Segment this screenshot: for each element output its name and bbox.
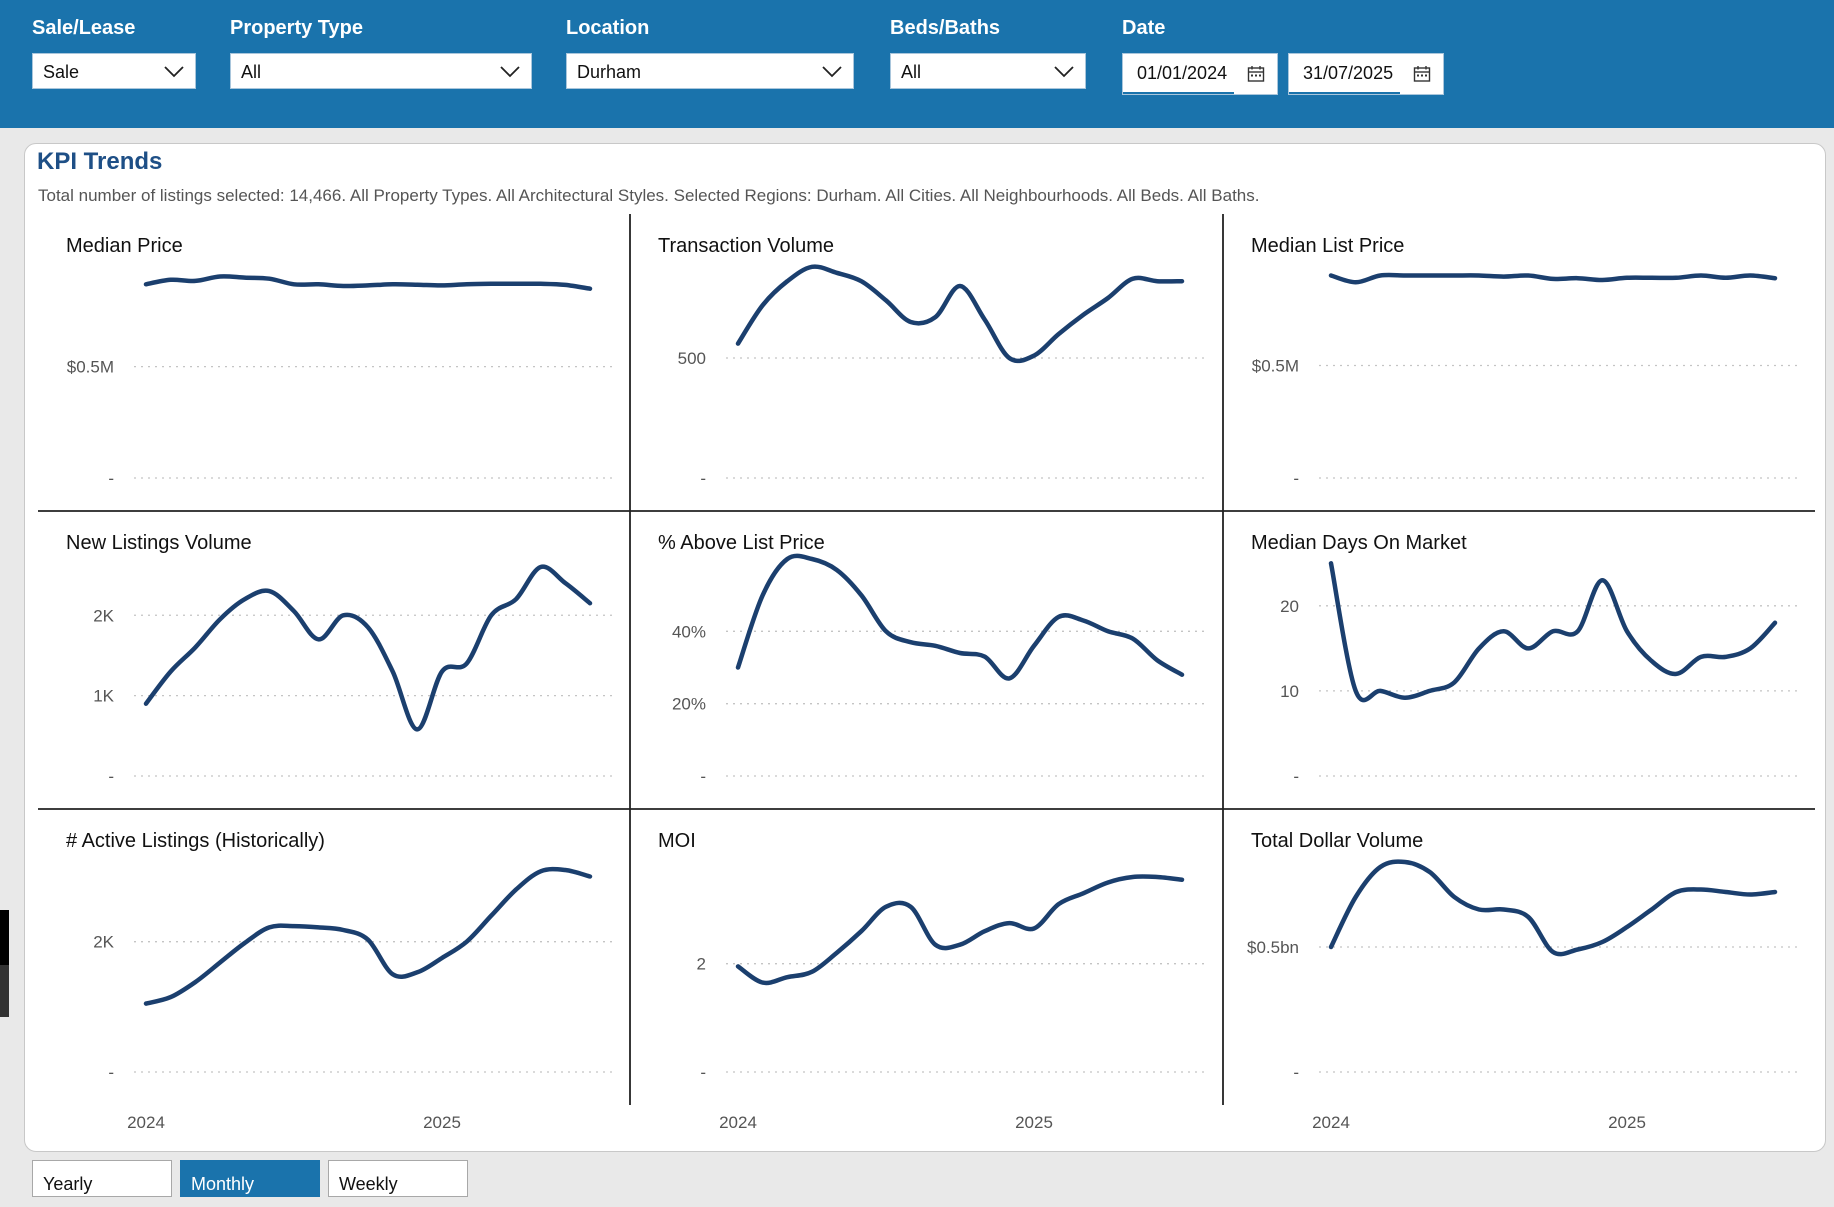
transaction-volume-ytick-label: 500 <box>678 349 706 368</box>
weekly-button[interactable]: Weekly <box>328 1160 468 1197</box>
sale-lease-dropdown[interactable]: Sale <box>32 53 196 89</box>
date-filter: Date <box>1122 15 1165 45</box>
total-dollar-volume-ytick-label: $0.5bn <box>1247 938 1299 957</box>
median-days-on-market-ytick-label: 10 <box>1280 682 1299 701</box>
transaction-volume-title: Transaction Volume <box>658 235 834 257</box>
new-listings-volume-ytick-label: - <box>108 767 114 786</box>
moi-title: MOI <box>658 830 696 852</box>
median-days-on-market-series-line <box>1328 561 1778 703</box>
filter-bar: Sale/Lease Sale Property Type All Locati… <box>0 0 1834 128</box>
median-list-price-title: Median List Price <box>1251 235 1404 257</box>
date-end-value: 31/07/2025 <box>1303 63 1394 83</box>
total-dollar-volume-ytick-label: - <box>1293 1063 1299 1082</box>
median-price-ytick-label: $0.5M <box>67 358 114 377</box>
chevron-down-icon <box>164 66 184 78</box>
location-filter: Location Durham <box>566 15 854 89</box>
above-list-price-ytick-label: 20% <box>672 695 706 714</box>
total-dollar-volume-series-line <box>1328 859 1778 957</box>
median-days-on-market-ytick-label: 20 <box>1280 597 1299 616</box>
date-end-field[interactable]: 31/07/2025 <box>1288 53 1444 95</box>
total-dollar-volume-title: Total Dollar Volume <box>1251 830 1423 852</box>
median-price-title: Median Price <box>66 235 183 257</box>
moi-ytick-label: 2 <box>697 955 706 974</box>
median-days-on-market-chart: Median Days On Market 20 10 - <box>1251 532 1800 786</box>
yearly-button[interactable]: Yearly <box>32 1160 172 1197</box>
active-listings-historically-ytick-label: 2K <box>93 933 114 952</box>
total-dollar-volume-xtick-label: 2025 <box>1608 1113 1646 1132</box>
location-label: Location <box>566 17 650 39</box>
beds-baths-value: All <box>901 62 922 82</box>
above-list-price-title: % Above List Price <box>658 532 825 554</box>
total-dollar-volume-xtick-label: 2024 <box>1312 1113 1350 1132</box>
total-dollar-volume-chart: Total Dollar Volume $0.5bn - 2024 2025 <box>1247 830 1800 1132</box>
new-listings-volume-ytick-label: 2K <box>93 606 114 625</box>
page-title: KPI Trends <box>37 148 163 175</box>
new-listings-volume-chart: New Listings Volume 2K 1K - <box>66 532 615 786</box>
date-start-value: 01/01/2024 <box>1137 63 1228 83</box>
transaction-volume-ytick-label: - <box>700 469 706 488</box>
active-listings-historically-ytick-label: - <box>108 1063 114 1082</box>
median-list-price-ytick-label: $0.5M <box>1252 357 1299 376</box>
beds-baths-label: Beds/Baths <box>890 17 1001 39</box>
active-listings-historically-title: # Active Listings (Historically) <box>66 830 325 852</box>
sale-lease-value: Sale <box>43 62 80 82</box>
median-list-price-series-line <box>1328 272 1778 285</box>
monthly-button[interactable]: Monthly <box>180 1160 320 1197</box>
edge-handle-lower <box>0 965 9 1017</box>
transaction-volume-series-line <box>735 264 1185 364</box>
chevron-down-icon <box>822 66 842 78</box>
median-days-on-market-title: Median Days On Market <box>1251 532 1467 554</box>
active-listings-historically-series-line <box>143 866 593 1006</box>
moi-xtick-label: 2024 <box>719 1113 757 1132</box>
property-type-dropdown[interactable]: All <box>230 53 532 89</box>
date-label: Date <box>1122 17 1166 39</box>
property-type-label: Property Type <box>230 17 363 39</box>
date-start-underline <box>1123 92 1234 94</box>
calendar-icon[interactable] <box>1247 65 1265 83</box>
median-price-series-line <box>143 274 593 291</box>
sale-lease-filter: Sale/Lease Sale <box>32 15 196 89</box>
moi-chart: MOI 2 - 2024 2025 <box>658 830 1207 1132</box>
new-listings-volume-series-line <box>143 564 593 732</box>
calendar-icon[interactable] <box>1413 65 1431 83</box>
beds-baths-filter: Beds/Baths All <box>890 15 1086 89</box>
date-end-underline <box>1289 92 1400 94</box>
chevron-down-icon <box>500 66 520 78</box>
transaction-volume-chart: Transaction Volume 500 - <box>658 235 1207 488</box>
median-list-price-chart: Median List Price $0.5M - <box>1251 235 1800 488</box>
active-listings-historically-chart: # Active Listings (Historically) 2K - 2024 2… <box>66 830 615 1132</box>
moi-xtick-label: 2025 <box>1015 1113 1053 1132</box>
above-list-price-chart: % Above List Price 40% 20% - <box>658 532 1207 786</box>
median-price-ytick-label: - <box>108 469 114 488</box>
moi-ytick-label: - <box>700 1063 706 1082</box>
median-price-chart: Median Price $0.5M - <box>66 235 615 488</box>
location-value: Durham <box>577 62 642 82</box>
location-dropdown[interactable]: Durham <box>566 53 854 89</box>
active-listings-historically-xtick-label: 2025 <box>423 1113 461 1132</box>
date-start-field[interactable]: 01/01/2024 <box>1122 53 1278 95</box>
new-listings-volume-ytick-label: 1K <box>93 687 114 706</box>
chevron-down-icon <box>1054 66 1074 78</box>
grid-separators <box>38 214 1815 1105</box>
new-listings-volume-title: New Listings Volume <box>66 532 252 554</box>
property-type-value: All <box>241 62 262 82</box>
sale-lease-label: Sale/Lease <box>32 17 136 39</box>
above-list-price-ytick-label: - <box>700 767 706 786</box>
beds-baths-dropdown[interactable]: All <box>890 53 1086 89</box>
selection-summary: Total number of listings selected: 14,46… <box>38 186 1260 205</box>
property-type-filter: Property Type All <box>230 15 532 89</box>
edge-handle <box>0 910 9 965</box>
moi-series-line <box>735 874 1185 986</box>
median-days-on-market-ytick-label: - <box>1293 767 1299 786</box>
active-listings-historically-xtick-label: 2024 <box>127 1113 165 1132</box>
above-list-price-series-line <box>735 553 1185 681</box>
above-list-price-ytick-label: 40% <box>672 622 706 641</box>
median-list-price-ytick-label: - <box>1293 469 1299 488</box>
